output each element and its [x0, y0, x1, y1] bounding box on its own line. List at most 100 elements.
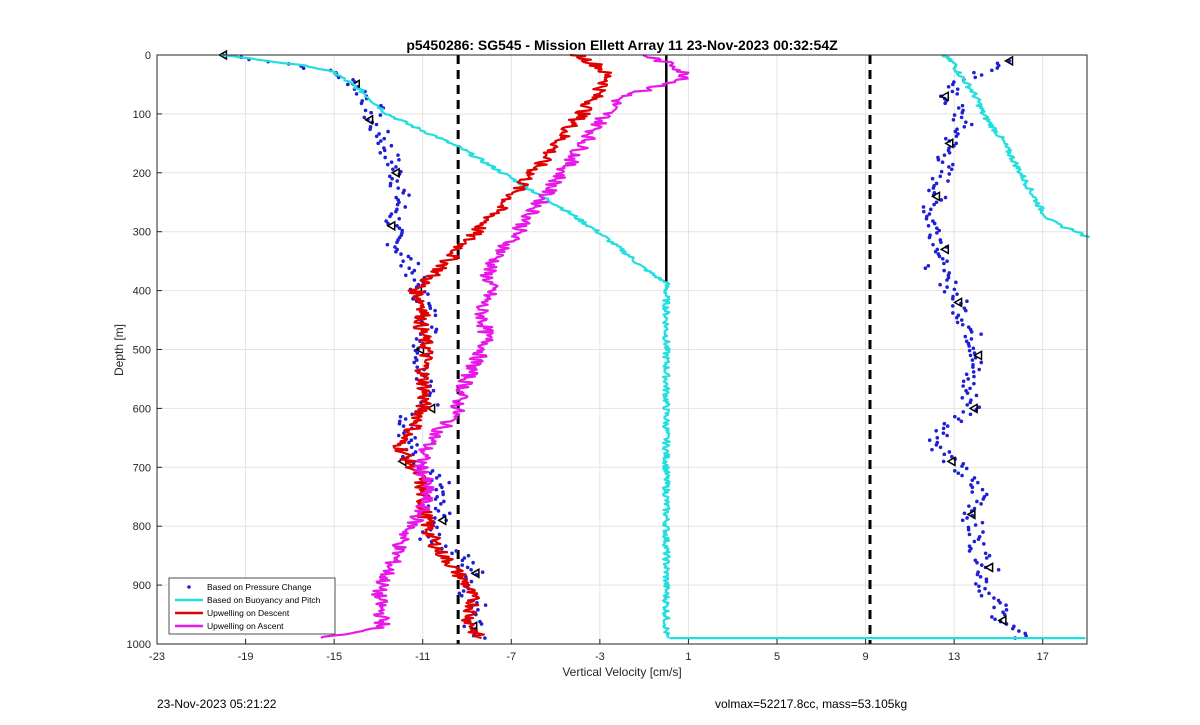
triangle-marker — [426, 403, 436, 414]
data-point — [374, 122, 379, 127]
data-point — [992, 605, 996, 610]
data-point — [975, 499, 979, 504]
data-point — [382, 136, 387, 141]
data-point — [450, 551, 454, 556]
y-axis-label: Depth [m] — [112, 324, 126, 376]
data-point — [406, 254, 411, 259]
data-point — [396, 153, 400, 157]
data-point — [981, 497, 986, 501]
data-point — [394, 195, 398, 200]
data-point — [965, 299, 969, 304]
data-point — [412, 360, 417, 365]
data-point — [963, 334, 968, 339]
data-point — [982, 542, 986, 546]
series-line — [941, 54, 1091, 239]
data-point — [945, 433, 949, 438]
data-point — [940, 256, 945, 261]
data-point — [396, 433, 401, 438]
data-point — [961, 410, 966, 414]
data-point — [399, 264, 403, 268]
data-point — [387, 174, 392, 179]
data-point — [395, 179, 400, 183]
y-tick-label: 0 — [145, 50, 151, 62]
y-tick-label: 600 — [133, 403, 151, 415]
triangle-marker — [944, 138, 954, 149]
data-point — [964, 308, 968, 313]
series-layer — [217, 49, 1091, 640]
data-point — [379, 139, 383, 143]
data-point — [434, 487, 439, 492]
x-tick-label: 5 — [774, 651, 780, 663]
triangle-marker — [390, 167, 400, 179]
data-point — [949, 454, 954, 459]
series-based-on-pressure-change — [217, 49, 1028, 640]
data-point — [460, 563, 465, 567]
data-point — [941, 431, 946, 435]
x-tick-label: -19 — [238, 651, 254, 663]
data-point — [391, 167, 395, 172]
data-point — [389, 143, 394, 148]
series-upwelling-on-ascent — [320, 53, 690, 639]
y-tick-label: 900 — [133, 580, 151, 592]
data-point — [415, 365, 420, 369]
data-point — [960, 110, 965, 115]
data-point — [966, 527, 971, 532]
data-point — [960, 395, 965, 400]
data-point — [977, 405, 982, 410]
data-point — [964, 372, 969, 377]
data-point — [411, 344, 416, 348]
data-point — [934, 181, 939, 186]
data-point — [433, 330, 438, 334]
data-point — [374, 134, 379, 139]
data-point — [968, 353, 973, 358]
data-point — [952, 414, 957, 419]
data-point — [934, 428, 939, 433]
legend-label: Based on Pressure Change — [207, 582, 312, 592]
data-point — [385, 162, 390, 167]
data-point — [939, 198, 944, 202]
data-point — [965, 391, 970, 395]
data-point — [428, 306, 433, 311]
data-point — [947, 165, 951, 169]
data-point — [476, 608, 480, 612]
data-point — [962, 511, 967, 516]
data-point — [971, 365, 975, 369]
data-point — [397, 226, 402, 230]
data-point — [954, 280, 958, 285]
data-point — [975, 572, 980, 577]
footer-stats: volmax=52217.8cc, mass=53.105kg — [715, 697, 908, 711]
data-point — [1017, 629, 1021, 633]
data-point — [454, 549, 459, 553]
data-point — [964, 120, 968, 124]
data-point — [475, 600, 479, 605]
triangle-marker — [972, 350, 983, 361]
x-tick-label: -7 — [506, 651, 516, 663]
legend-box — [168, 577, 336, 635]
data-point — [415, 443, 419, 447]
data-point — [401, 259, 405, 263]
data-point — [943, 101, 947, 106]
data-point — [972, 351, 977, 355]
data-point — [972, 374, 976, 379]
data-point — [965, 403, 970, 407]
data-point — [945, 285, 949, 289]
data-point — [369, 110, 373, 115]
data-point — [962, 125, 967, 129]
data-point — [388, 183, 393, 188]
data-point — [397, 158, 401, 162]
data-point — [945, 278, 949, 282]
data-point — [930, 176, 935, 181]
data-point — [941, 459, 946, 464]
y-tick-label: 300 — [133, 227, 151, 239]
data-point — [952, 287, 957, 292]
triangle-marker — [364, 114, 374, 126]
data-point — [952, 469, 957, 473]
data-point — [979, 360, 984, 365]
data-point — [960, 473, 964, 478]
data-point — [942, 421, 947, 426]
y-tick-label: 700 — [133, 462, 151, 474]
data-point — [976, 537, 981, 541]
data-point — [435, 525, 439, 530]
data-point — [949, 167, 954, 172]
legend-label: Upwelling on Descent — [207, 608, 290, 618]
